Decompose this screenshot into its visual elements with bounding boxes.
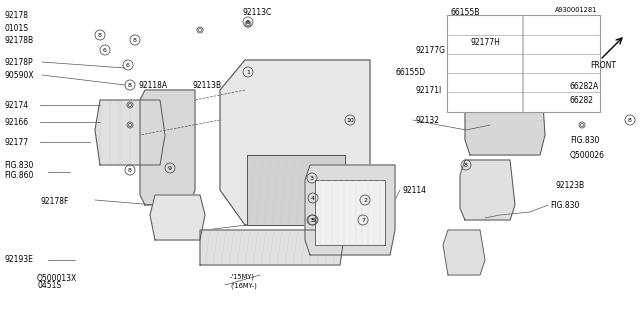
Text: 10: 10	[529, 99, 537, 104]
Text: 1: 1	[454, 23, 458, 28]
Text: Q575019: Q575019	[544, 78, 579, 87]
Text: 90590X: 90590X	[4, 70, 34, 79]
Text: 2: 2	[454, 42, 458, 47]
Text: 2: 2	[363, 197, 367, 203]
Text: 6: 6	[531, 23, 535, 28]
Text: 92193E: 92193E	[4, 255, 33, 265]
Text: 5: 5	[311, 218, 315, 222]
Text: Q860004: Q860004	[467, 97, 502, 106]
Text: 92116C: 92116C	[544, 40, 573, 49]
Text: 66282: 66282	[570, 95, 594, 105]
Text: 8: 8	[133, 37, 137, 43]
Text: 3: 3	[310, 218, 314, 222]
Text: 8: 8	[246, 20, 250, 25]
Text: 10: 10	[346, 117, 354, 123]
Polygon shape	[95, 100, 165, 165]
Text: 6: 6	[103, 47, 107, 52]
Text: 66226AG: 66226AG	[544, 97, 579, 106]
Text: 1: 1	[246, 69, 250, 75]
Text: 66282A: 66282A	[570, 82, 599, 91]
Text: Q500031: Q500031	[544, 59, 579, 68]
Text: 5: 5	[454, 99, 458, 104]
Text: 8: 8	[98, 33, 102, 37]
Text: 66155B: 66155B	[450, 7, 479, 17]
Text: ('16MY-): ('16MY-)	[230, 283, 257, 289]
Text: FIG.860: FIG.860	[4, 171, 33, 180]
Text: 92114: 92114	[402, 186, 426, 195]
Text: Q500026: Q500026	[570, 150, 605, 159]
Text: 92178P: 92178P	[4, 58, 33, 67]
Polygon shape	[460, 160, 515, 220]
Text: 92177G: 92177G	[415, 45, 445, 54]
Polygon shape	[247, 155, 345, 225]
Text: A930001281: A930001281	[555, 7, 597, 13]
Text: 9: 9	[168, 165, 172, 171]
Text: 0451S: 0451S	[37, 282, 61, 291]
Polygon shape	[150, 195, 205, 240]
Text: FIG.830: FIG.830	[570, 135, 600, 145]
Text: 66155D: 66155D	[395, 68, 425, 76]
Text: Q500013X: Q500013X	[37, 274, 77, 283]
Text: 92171I: 92171I	[415, 85, 441, 94]
Text: 92177: 92177	[4, 138, 28, 147]
Text: 92184: 92184	[467, 40, 491, 49]
Text: 92166: 92166	[4, 117, 28, 126]
Text: 8: 8	[531, 61, 535, 66]
Text: 92178: 92178	[4, 11, 28, 20]
Polygon shape	[305, 165, 395, 255]
Text: 9: 9	[531, 80, 535, 85]
Bar	[447, 15, 600, 112]
Text: 4: 4	[311, 196, 315, 201]
Text: 8: 8	[128, 167, 132, 172]
Text: 92177H: 92177H	[470, 37, 500, 46]
Text: W130092: W130092	[467, 21, 504, 30]
Text: 3: 3	[310, 175, 314, 180]
Text: 7: 7	[361, 218, 365, 222]
Text: 3: 3	[454, 61, 458, 66]
Text: FIG.830: FIG.830	[550, 201, 579, 210]
Polygon shape	[465, 60, 545, 155]
Polygon shape	[200, 230, 345, 265]
Text: FRONT: FRONT	[590, 60, 616, 69]
Text: 92174: 92174	[4, 100, 28, 109]
Text: 92132: 92132	[415, 116, 439, 124]
Polygon shape	[140, 90, 195, 205]
Text: 92113C: 92113C	[242, 7, 271, 17]
Text: 92117: 92117	[467, 78, 491, 87]
Text: 64385N: 64385N	[467, 59, 497, 68]
Polygon shape	[220, 60, 370, 225]
Text: 8: 8	[628, 117, 632, 123]
Text: 6: 6	[126, 62, 130, 68]
Text: 0474S: 0474S	[544, 21, 568, 30]
Text: 8: 8	[464, 58, 468, 62]
Bar	[315, 180, 385, 245]
Text: 92178F: 92178F	[40, 197, 68, 206]
Text: 0101S: 0101S	[4, 23, 28, 33]
Text: 8: 8	[128, 83, 132, 87]
Text: 8: 8	[464, 163, 468, 167]
Text: 7: 7	[531, 42, 535, 47]
Text: 4: 4	[454, 80, 458, 85]
Polygon shape	[443, 230, 485, 275]
Text: 92113B: 92113B	[192, 81, 221, 90]
Text: FIG.830: FIG.830	[4, 161, 33, 170]
Text: 92123B: 92123B	[555, 180, 584, 189]
Text: 92178B: 92178B	[4, 36, 33, 44]
Text: -'15MY): -'15MY)	[230, 274, 255, 280]
Text: 92118A: 92118A	[138, 81, 167, 90]
